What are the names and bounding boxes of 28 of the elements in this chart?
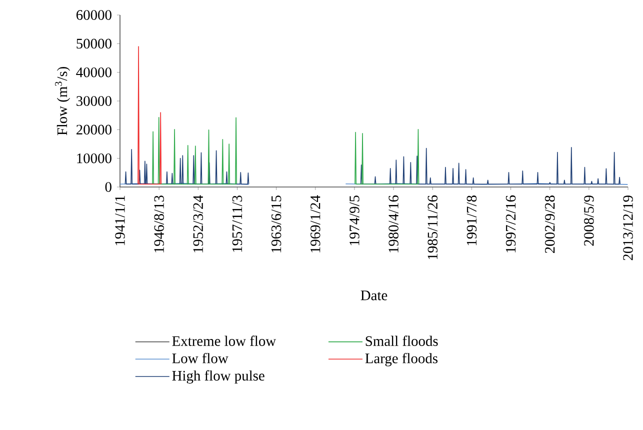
x-tick-label: 1952/3/24 xyxy=(193,195,204,252)
y-tick-label: 60000 xyxy=(76,10,112,20)
legend-label: Low flow xyxy=(172,352,228,364)
y-tick-label: 50000 xyxy=(76,38,112,49)
x-axis-title: Date xyxy=(360,290,388,300)
y-tick-label: 30000 xyxy=(76,96,112,106)
x-tick-label: 1963/6/15 xyxy=(271,196,282,252)
x-tick-label: 1974/9/5 xyxy=(350,196,360,246)
x-tick-label: 2013/12/19 xyxy=(623,196,633,260)
x-tick-label: 1946/8/13 xyxy=(154,196,164,252)
legend-label: Large floods xyxy=(365,352,438,366)
y-tick-label: 20000 xyxy=(76,124,112,135)
x-tick-label: 1991/7/8 xyxy=(466,196,477,246)
x-tick-label: 1957/11/3 xyxy=(232,196,242,252)
x-tick-label: 1997/2/16 xyxy=(506,195,516,252)
y-tick-label: 0 xyxy=(105,182,112,192)
legend-label: Small floods xyxy=(366,336,438,346)
x-tick-label: 2008/5/9 xyxy=(584,196,594,246)
x-tick-label: 1941/1/1 xyxy=(115,196,125,246)
x-tick-label: 1980/4/16 xyxy=(388,195,398,252)
x-tick-label: 1985/11/26 xyxy=(428,195,438,260)
legend-label: Extreme low flow xyxy=(172,336,276,346)
x-tick-label: 2002/9/28 xyxy=(544,196,555,253)
y-tick-label: 40000 xyxy=(76,67,112,78)
legend-label: High flow pulse xyxy=(172,370,264,384)
y-axis-title: Flow (m$^{3}$/s) xyxy=(55,66,70,136)
y-tick-label: 10000 xyxy=(77,153,112,164)
x-tick-label: 1969/1/24 xyxy=(310,195,320,252)
